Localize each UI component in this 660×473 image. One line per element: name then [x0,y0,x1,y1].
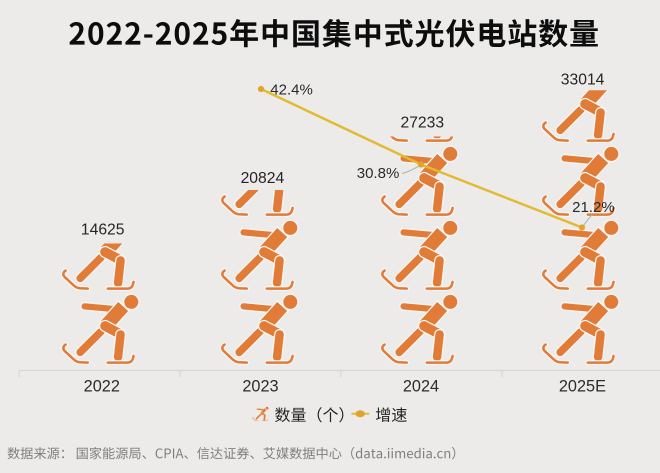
svg-text:2025E: 2025E [559,377,606,395]
svg-text:2022: 2022 [84,377,120,395]
svg-text:2024: 2024 [403,377,439,395]
svg-text:30.8%: 30.8% [357,165,400,182]
svg-text:2023: 2023 [242,377,278,395]
svg-text:27233: 27233 [400,114,444,131]
svg-text:14625: 14625 [81,222,125,239]
svg-text:20824: 20824 [241,170,285,187]
svg-text:33014: 33014 [561,71,605,88]
svg-text:42.4%: 42.4% [270,82,313,99]
svg-text:21.2%: 21.2% [572,199,615,216]
